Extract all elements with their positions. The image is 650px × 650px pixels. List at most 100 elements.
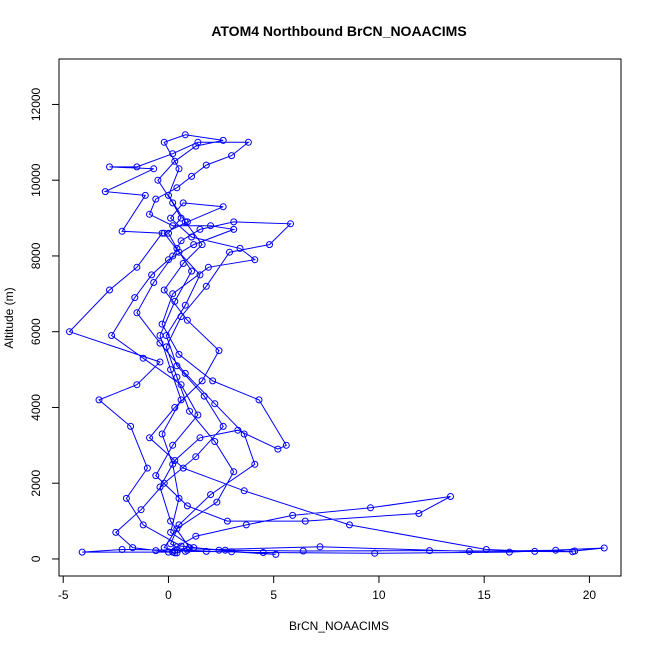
- plot-frame: [58, 58, 622, 577]
- data-point: [196, 434, 204, 442]
- data-point: [236, 244, 244, 252]
- data-point: [219, 422, 227, 430]
- data-point: [175, 165, 183, 173]
- x-axis: -5 0 5 10 15 20: [58, 576, 596, 602]
- data-point: [202, 282, 210, 290]
- data-point: [198, 241, 206, 249]
- data-point: [177, 313, 185, 321]
- data-point: [505, 548, 513, 556]
- data-point: [415, 510, 423, 517]
- x-axis-label: BrCN_NOAACIMS: [289, 619, 389, 633]
- data-point: [158, 430, 166, 438]
- data-point: [274, 445, 282, 453]
- data-point: [133, 381, 141, 389]
- data-point: [186, 544, 193, 552]
- data-point: [95, 396, 103, 404]
- data-point: [156, 339, 164, 347]
- y-axis-label: Altitude (m): [2, 287, 16, 348]
- data-point: [152, 195, 160, 203]
- data-point: [181, 301, 189, 309]
- data-point: [173, 373, 181, 381]
- data-point: [131, 294, 139, 302]
- x-tick-label: 10: [372, 588, 386, 602]
- data-point: [192, 532, 200, 540]
- data-point: [192, 142, 200, 150]
- data-point: [173, 543, 181, 551]
- data-point: [171, 157, 179, 165]
- data-point: [160, 138, 168, 146]
- data-point: [139, 354, 147, 362]
- data-point: [219, 203, 227, 211]
- data-point: [299, 547, 307, 555]
- data-point: [167, 366, 175, 374]
- data-point: [108, 332, 116, 339]
- data-point: [255, 396, 263, 404]
- x-tick-label: -5: [58, 588, 69, 602]
- data-point: [194, 411, 202, 419]
- data-point: [137, 506, 145, 514]
- data-point: [465, 547, 473, 555]
- data-point: [167, 517, 175, 525]
- data-point: [106, 286, 113, 294]
- data-point: [211, 438, 219, 445]
- data-point: [171, 457, 179, 464]
- data-point: [160, 286, 168, 294]
- x-tick-label: 15: [478, 588, 492, 602]
- data-point: [160, 544, 168, 552]
- data-point: [600, 544, 608, 552]
- data-point: [171, 547, 179, 555]
- x-tick-label: 0: [165, 588, 172, 602]
- data-point: [569, 548, 577, 556]
- data-point: [152, 472, 160, 480]
- data-point: [221, 546, 229, 554]
- data-point: [175, 350, 183, 358]
- data-point: [129, 544, 137, 552]
- data-point: [158, 229, 166, 237]
- data-point: [219, 136, 227, 144]
- data-point: [316, 543, 324, 551]
- data-point: [200, 392, 208, 400]
- data-point: [230, 225, 238, 233]
- data-point: [177, 381, 185, 389]
- data-point: [133, 309, 141, 317]
- y-tick-label: 8000: [29, 242, 43, 269]
- data-point: [188, 267, 196, 275]
- data-point: [156, 358, 164, 366]
- data-point: [162, 332, 170, 339]
- data-point: [148, 271, 156, 279]
- data-point: [165, 191, 172, 199]
- data-point: [133, 263, 141, 271]
- data-point: [175, 248, 183, 256]
- data-point: [169, 290, 177, 298]
- data-point: [152, 547, 160, 555]
- data-point: [78, 548, 86, 556]
- data-point: [177, 214, 185, 222]
- data-point: [173, 244, 181, 252]
- data-point: [196, 271, 204, 279]
- data-point: [165, 256, 172, 264]
- chart-title: ATOM4 Northbound BrCN_NOAACIMS: [211, 23, 466, 39]
- data-point: [179, 464, 187, 472]
- y-tick-label: 12000: [29, 87, 43, 121]
- data-point: [240, 430, 248, 438]
- data-point: [106, 163, 113, 171]
- data-point: [173, 184, 181, 192]
- data-point: [156, 483, 164, 491]
- data-point: [112, 528, 120, 536]
- data-point: [209, 377, 217, 385]
- data-point: [133, 163, 141, 171]
- data-point: [173, 525, 181, 533]
- data-point: [188, 172, 196, 180]
- data-point: [167, 540, 175, 548]
- data-point: [169, 460, 177, 468]
- data-point: [177, 237, 185, 245]
- data-point: [186, 407, 193, 415]
- data-point: [101, 188, 109, 196]
- data-point: [179, 199, 187, 207]
- data-point: [482, 546, 490, 553]
- data-point: [196, 225, 204, 233]
- data-point: [167, 214, 175, 222]
- data-point: [190, 241, 198, 249]
- data-point: [289, 511, 297, 519]
- data-point: [162, 343, 170, 351]
